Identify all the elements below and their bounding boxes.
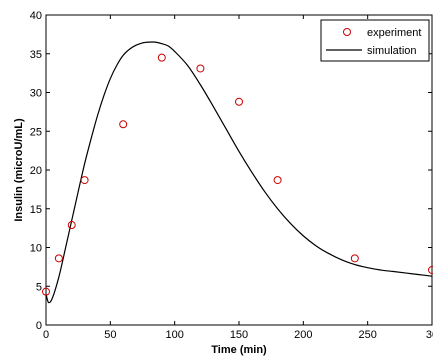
experiment-point <box>273 176 282 185</box>
x-tick-label: 250 <box>358 329 376 341</box>
experiment-point <box>80 176 89 185</box>
y-tick-label: 40 <box>30 10 42 22</box>
experiment-point <box>67 221 76 230</box>
legend: experiment simulation <box>320 19 430 62</box>
y-axis: 0 5 10 15 20 25 30 35 40 <box>30 10 432 332</box>
legend-simulation-label: simulation <box>367 45 417 57</box>
y-tick-label: 15 <box>30 204 42 216</box>
y-tick-label: 20 <box>30 165 42 177</box>
legend-experiment-label: experiment <box>367 27 421 39</box>
x-tick-label: 50 <box>104 329 116 341</box>
x-tick-label: 150 <box>230 329 248 341</box>
x-tick-label: 200 <box>294 329 312 341</box>
experiment-point <box>54 254 63 263</box>
y-axis-label: Insulin (microU/mL) <box>13 118 25 222</box>
x-axis: 0 50 100 150 200 250 30 <box>43 15 433 341</box>
experiment-point <box>119 120 128 129</box>
x-axis-label: Time (min) <box>211 344 267 356</box>
simulation-line <box>45 41 433 304</box>
experiment-point <box>196 64 205 73</box>
y-tick-label: 25 <box>30 126 42 138</box>
x-tick-label: 0 <box>43 329 49 341</box>
experiment-point <box>157 53 166 62</box>
y-tick-label: 10 <box>30 243 42 255</box>
legend-box <box>320 19 430 62</box>
experiment-point <box>350 254 359 263</box>
experiment-point <box>235 97 243 106</box>
x-tick-label: 30 <box>426 329 433 341</box>
experiment-point <box>42 287 50 296</box>
experiment-point <box>428 265 433 274</box>
y-tick-label: 0 <box>36 320 42 332</box>
y-tick-label: 5 <box>36 281 42 293</box>
y-tick-label: 30 <box>30 88 42 100</box>
y-tick-label: 35 <box>30 49 42 61</box>
legend-experiment-marker <box>343 28 351 36</box>
x-tick-label: 100 <box>165 329 183 341</box>
experiment-points <box>42 53 433 296</box>
